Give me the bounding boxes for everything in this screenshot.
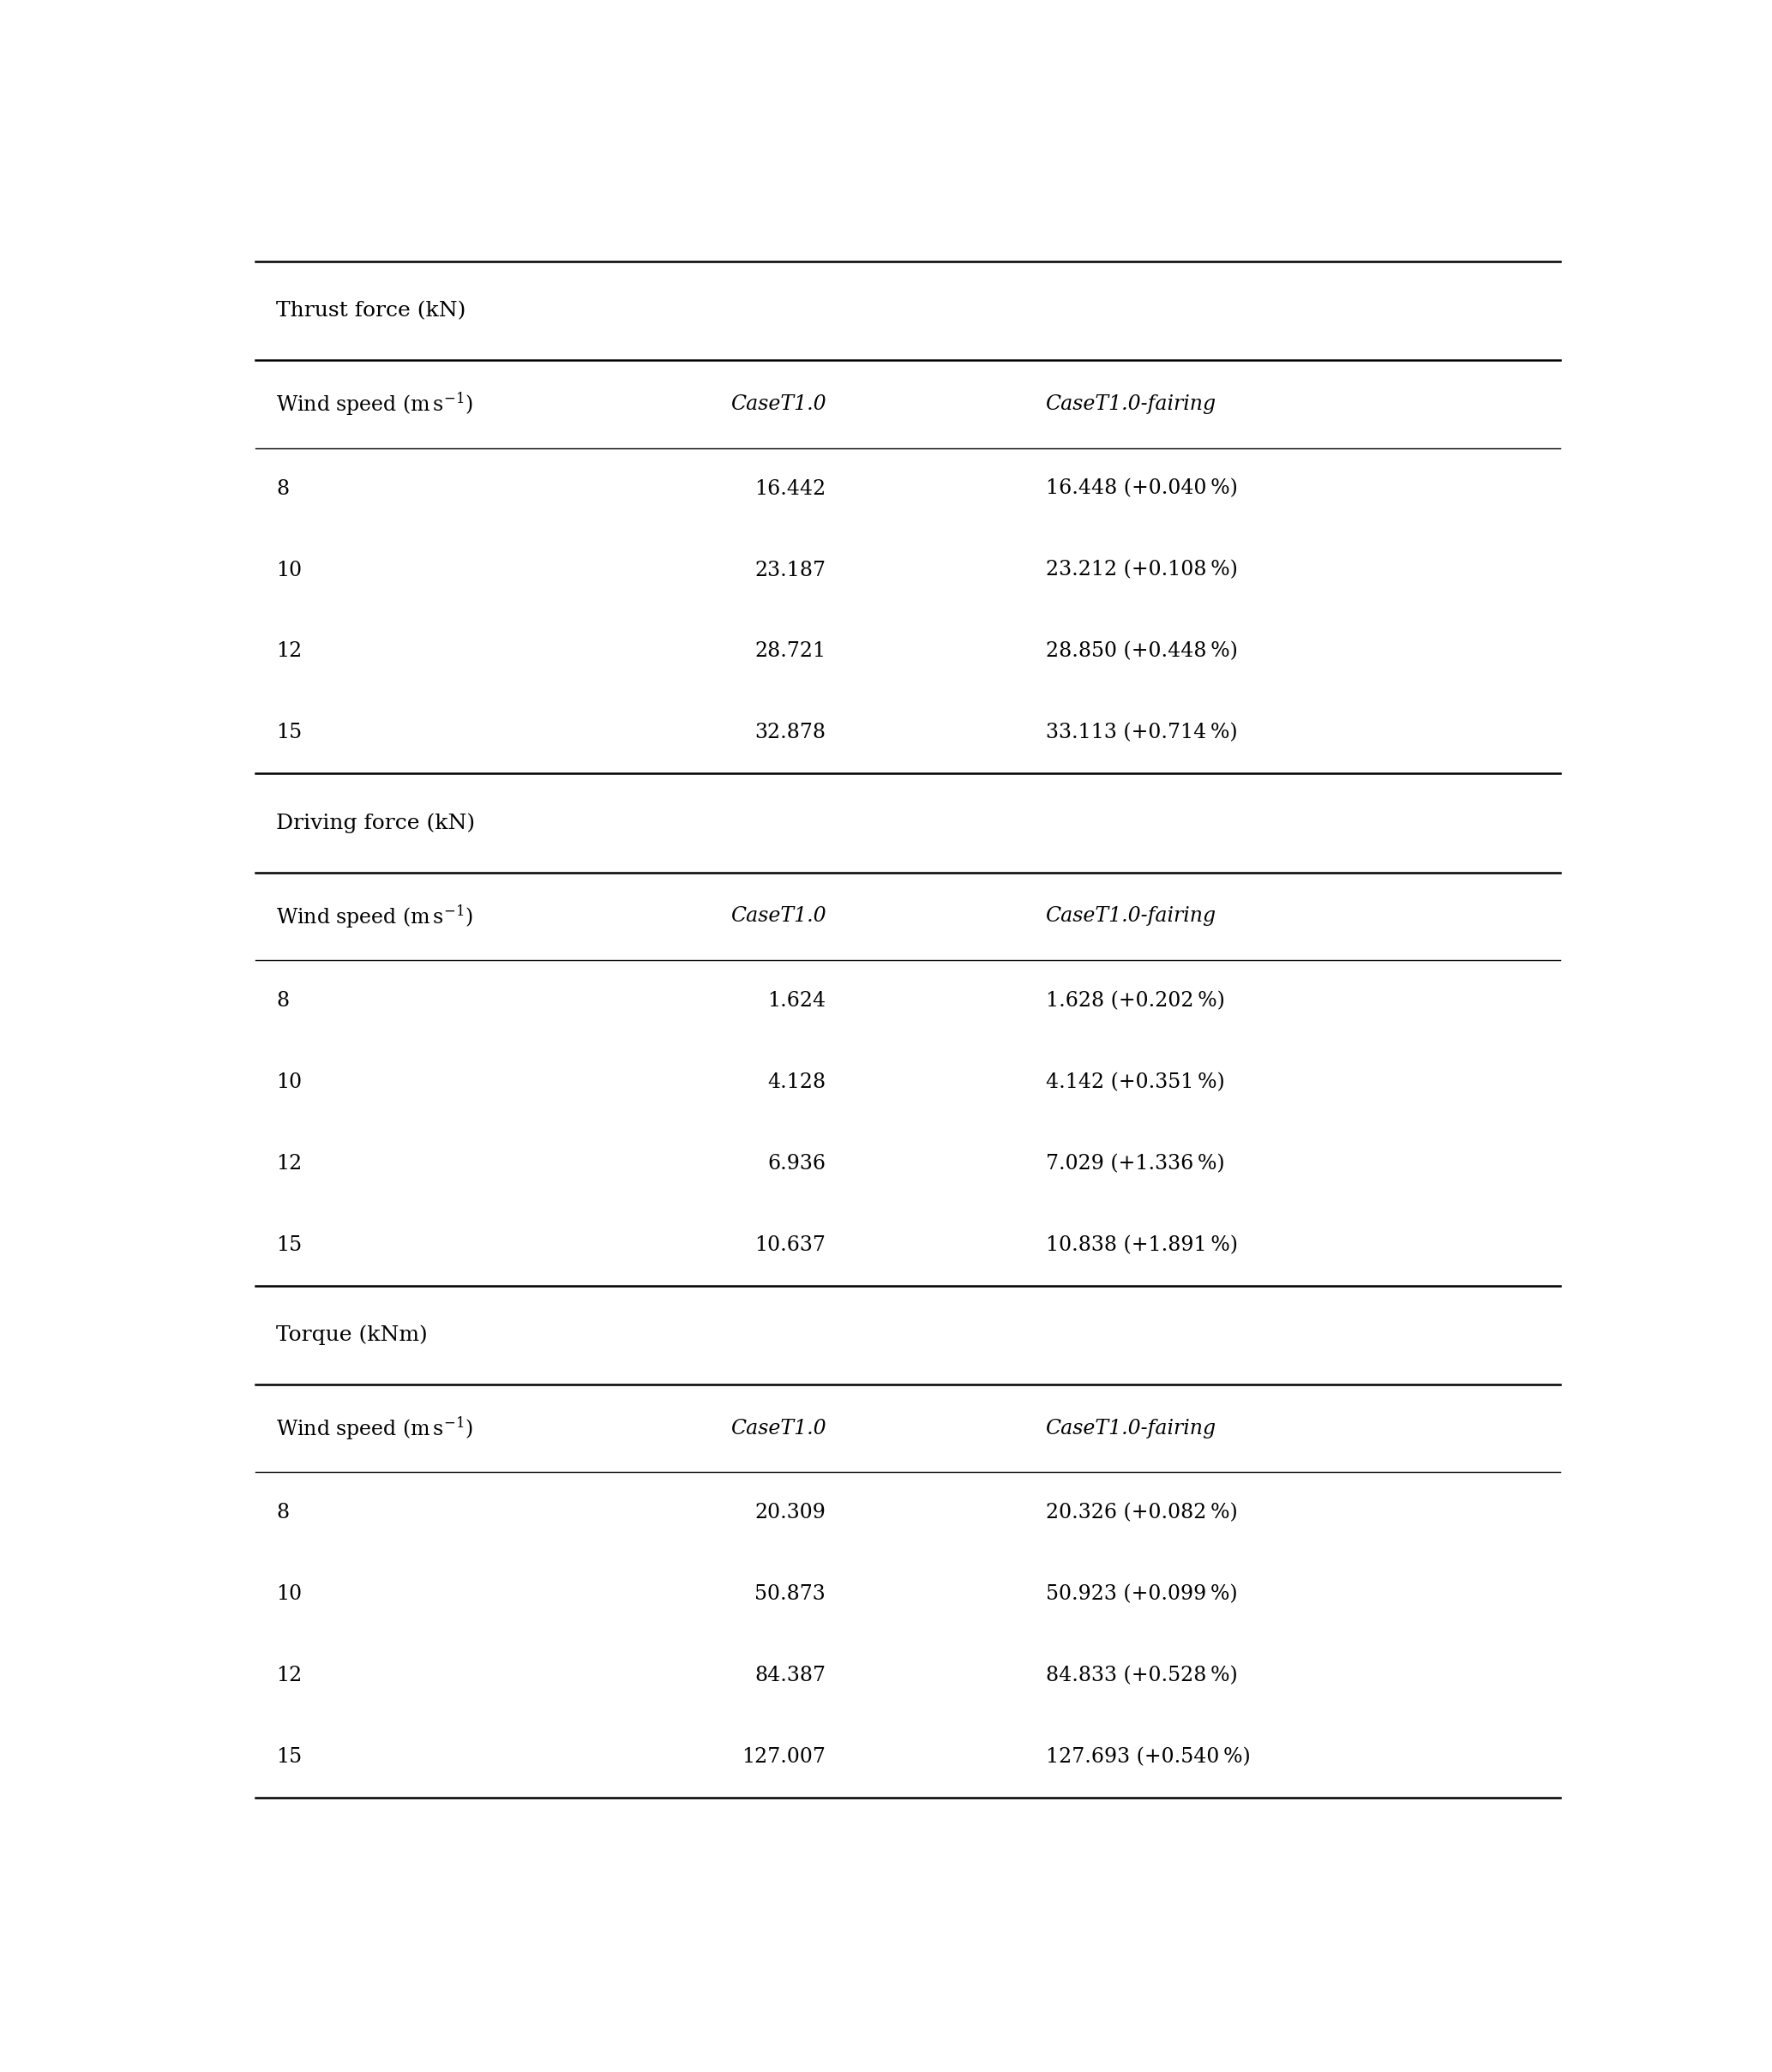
Text: 7.029 (+1.336 %): 7.029 (+1.336 %) xyxy=(1045,1154,1224,1173)
Text: 1.624: 1.624 xyxy=(767,990,826,1011)
Text: 10.838 (+1.891 %): 10.838 (+1.891 %) xyxy=(1045,1235,1237,1256)
Text: 20.309: 20.309 xyxy=(755,1502,826,1523)
Text: Driving force (kN): Driving force (kN) xyxy=(276,812,475,833)
Text: 23.212 (+0.108 %): 23.212 (+0.108 %) xyxy=(1045,559,1237,580)
Text: 32.878: 32.878 xyxy=(755,723,826,742)
Text: CaseT1.0: CaseT1.0 xyxy=(730,905,826,926)
Text: CaseT1.0-fairing: CaseT1.0-fairing xyxy=(1045,394,1216,414)
Text: 4.128: 4.128 xyxy=(767,1073,826,1092)
Text: Wind speed (m$\,$s$^{-1}$): Wind speed (m$\,$s$^{-1}$) xyxy=(276,392,473,419)
Text: 10.637: 10.637 xyxy=(755,1235,826,1256)
Text: 4.142 (+0.351 %): 4.142 (+0.351 %) xyxy=(1045,1073,1224,1092)
Text: 15: 15 xyxy=(276,723,303,742)
Text: 127.693 (+0.540 %): 127.693 (+0.540 %) xyxy=(1045,1747,1251,1767)
Text: 10: 10 xyxy=(276,559,303,580)
Text: Thrust force (kN): Thrust force (kN) xyxy=(276,300,466,321)
Text: 50.923 (+0.099 %): 50.923 (+0.099 %) xyxy=(1045,1585,1237,1604)
Text: 50.873: 50.873 xyxy=(755,1585,826,1604)
Text: Wind speed (m$\,$s$^{-1}$): Wind speed (m$\,$s$^{-1}$) xyxy=(276,903,473,930)
Text: 8: 8 xyxy=(276,1502,289,1523)
Text: 15: 15 xyxy=(276,1235,303,1256)
Text: 28.721: 28.721 xyxy=(755,642,826,661)
Text: CaseT1.0: CaseT1.0 xyxy=(730,1419,826,1438)
Text: CaseT1.0: CaseT1.0 xyxy=(730,394,826,414)
Text: 8: 8 xyxy=(276,990,289,1011)
Text: 84.387: 84.387 xyxy=(755,1666,826,1687)
Text: 23.187: 23.187 xyxy=(755,559,826,580)
Text: 10: 10 xyxy=(276,1073,303,1092)
Text: 20.326 (+0.082 %): 20.326 (+0.082 %) xyxy=(1045,1502,1237,1523)
Text: 1.628 (+0.202 %): 1.628 (+0.202 %) xyxy=(1045,990,1224,1011)
Text: CaseT1.0-fairing: CaseT1.0-fairing xyxy=(1045,1419,1216,1438)
Text: 12: 12 xyxy=(276,1154,303,1173)
Text: Torque (kNm): Torque (kNm) xyxy=(276,1326,429,1345)
Text: 84.833 (+0.528 %): 84.833 (+0.528 %) xyxy=(1045,1666,1237,1687)
Text: 12: 12 xyxy=(276,1666,303,1687)
Text: 16.448 (+0.040 %): 16.448 (+0.040 %) xyxy=(1045,479,1237,499)
Text: 33.113 (+0.714 %): 33.113 (+0.714 %) xyxy=(1045,723,1237,742)
Text: 127.007: 127.007 xyxy=(742,1747,826,1767)
Text: CaseT1.0-fairing: CaseT1.0-fairing xyxy=(1045,905,1216,926)
Text: 8: 8 xyxy=(276,479,289,499)
Text: 12: 12 xyxy=(276,642,303,661)
Text: 6.936: 6.936 xyxy=(767,1154,826,1173)
Text: 16.442: 16.442 xyxy=(755,479,826,499)
Text: 28.850 (+0.448 %): 28.850 (+0.448 %) xyxy=(1045,642,1237,661)
Text: 10: 10 xyxy=(276,1585,303,1604)
Text: 15: 15 xyxy=(276,1747,303,1767)
Text: Wind speed (m$\,$s$^{-1}$): Wind speed (m$\,$s$^{-1}$) xyxy=(276,1415,473,1442)
